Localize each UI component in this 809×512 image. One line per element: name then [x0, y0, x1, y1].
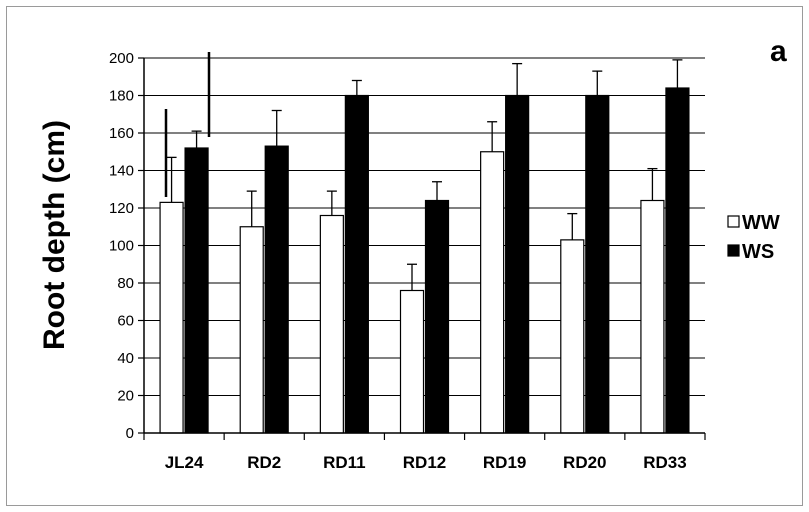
bar-ww	[319, 214, 344, 434]
y-tick-label: 180	[109, 88, 134, 105]
y-tick-label: 200	[109, 50, 134, 67]
x-tick-label: RD19	[483, 453, 526, 472]
legend-label-ws: WS	[742, 241, 774, 263]
y-axis-title: Root depth (cm)	[38, 120, 71, 350]
bar-ws	[424, 199, 450, 434]
y-tick-label: 0	[126, 425, 134, 442]
bar-ww	[560, 239, 585, 434]
gridlines	[144, 57, 705, 396]
y-tick-label: 20	[117, 388, 134, 405]
legend-swatch-ww	[727, 215, 740, 228]
y-tick-labels: 0 20 40 60 80 100 120 140 160 180 200	[109, 50, 134, 442]
bar-ww	[239, 226, 264, 434]
x-tick-label: RD20	[563, 453, 606, 472]
bars	[159, 87, 690, 434]
y-tick-label: 40	[117, 350, 134, 367]
x-tick-label: RD11	[323, 453, 366, 472]
x-tick-label: RD12	[403, 453, 446, 472]
y-tick-label: 80	[117, 275, 134, 292]
bar-ww	[640, 199, 665, 434]
x-tick-label: JL24	[165, 453, 204, 472]
legend: WW WS	[727, 212, 780, 263]
y-tick-label: 140	[109, 163, 134, 180]
bar-ws	[585, 94, 610, 434]
x-tick-label: RD2	[247, 453, 281, 472]
bar-ws	[344, 94, 369, 434]
legend-label-ww: WW	[742, 212, 780, 234]
root-depth-bar-chart: 0 20 40 60 80 100 120 140 160 180 200 JL24 RD2 RD11 R…	[38, 35, 787, 472]
bar-ws	[184, 147, 209, 434]
error-bars	[166, 59, 683, 291]
annotation-lines	[164, 52, 211, 197]
bar-ww	[480, 151, 505, 434]
y-tick-label: 160	[109, 125, 134, 142]
chart-frame: 0 20 40 60 80 100 120 140 160 180 200 JL24 RD2 RD11 R…	[6, 6, 803, 506]
panel-label: a	[770, 35, 787, 68]
bar-ww	[399, 289, 425, 434]
bar-ws	[665, 87, 690, 434]
y-tick-label: 60	[117, 313, 134, 330]
x-tick-labels: JL24 RD2 RD11 RD12 RD19 RD20 RD33	[165, 453, 687, 472]
bar-ws	[505, 94, 530, 434]
bar-ww	[159, 201, 184, 434]
y-tick-label: 120	[109, 200, 134, 217]
legend-swatch-ws	[727, 244, 740, 257]
bar-ws	[264, 145, 289, 434]
y-tick-label: 100	[109, 238, 134, 255]
x-tick-label: RD33	[643, 453, 686, 472]
axes	[138, 57, 706, 440]
